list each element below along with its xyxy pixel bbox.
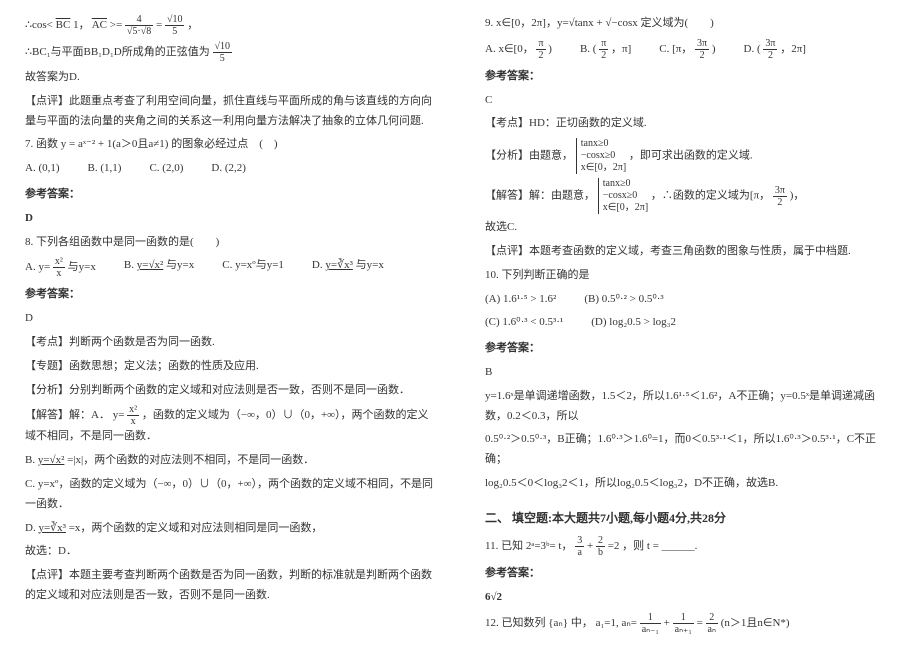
q8-jd-b: B. y=√x² =|x|，两个函数的对应法则不相同，不是同一函数． — [25, 451, 435, 471]
q8-zt: 【专题】函数思想；定义法；函数的性质及应用. — [25, 357, 435, 377]
q8-jd-end: 故选：D． — [25, 542, 435, 562]
q8-jd-d: D. y=∛x³ =x，两个函数的定义域和对应法则相同是同一函数， — [25, 519, 435, 539]
q9-jd-end: 故选C. — [485, 218, 895, 238]
ref-heading: 参考答案： — [25, 185, 435, 205]
q9-options: A. x∈[0， π2 ) B. ( π2 ，π] C. [π， 3π2 ) D… — [485, 38, 895, 61]
q8-dp: 【点评】本题主要考查判断两个函数是否为同一函数，判断的标准就是判断两个函数的定义… — [25, 566, 435, 606]
opt-a: A. (0,1) — [25, 159, 60, 179]
txt: = — [156, 19, 162, 31]
fraction: √10 5 — [213, 41, 233, 64]
q8-options: A. y= x² x 与y=x B. y=√x² 与y=x C. y=xº与y=… — [25, 256, 435, 279]
txt: 1， — [73, 19, 90, 31]
opt-c: (C) 1.6⁰·³ < 0.5³·¹ — [485, 313, 563, 333]
q7-answer: D — [25, 209, 435, 229]
txt: ∴BC₁与平面BB₁D₁D所成角的正弦值为 — [25, 46, 210, 58]
q11: 11. 已知 2ᵃ=3ᵇ= t， 3a + 2b =2 ，则 t = _____… — [485, 535, 895, 558]
ref-heading: 参考答案： — [485, 339, 895, 359]
system-brace: tanx≥0 −cosx≥0 x∈[0，2π] — [576, 138, 626, 174]
q10-sol3: log₂0.5＜0＜log₃2＜1，所以log₂0.5＜log₃2，D不正确，故… — [485, 474, 895, 494]
right-column: 9. x∈[0，2π]，y=√tanx + √−cosx 定义域为( ) A. … — [460, 10, 905, 641]
opt-b: B. (1,1) — [88, 159, 122, 179]
system-brace: tanx≥0 −cosx≥0 x∈[0，2π] — [598, 178, 648, 214]
txt: ∴cos< — [25, 19, 53, 31]
ref-heading: 参考答案： — [485, 67, 895, 87]
q7-options: A. (0,1) B. (1,1) C. (2,0) D. (2,2) — [25, 159, 435, 179]
answer-d: 故答案为D. — [25, 68, 435, 88]
opt-d: (D) log₂0.5 > log₃2 — [591, 313, 676, 333]
q9: 9. x∈[0，2π]，y=√tanx + √−cosx 定义域为( ) — [485, 14, 895, 34]
opt-c: C. [π， 3π2 ) — [659, 38, 715, 61]
q8-answer: D — [25, 309, 435, 329]
fraction: x² x — [127, 404, 139, 427]
q12: 12. 已知数列 {aₙ} 中， a₁=1, aₙ= 1aₙ₋₁ + 1aₙ₊₁… — [485, 612, 895, 635]
q10-sol1: y=1.6ˣ是单调递增函数，1.5＜2，所以1.6¹·⁵＜1.6²，A不正确；y… — [485, 387, 895, 427]
q9-kd: 【考点】HD：正切函数的定义域. — [485, 114, 895, 134]
ref-heading: 参考答案： — [25, 285, 435, 305]
q9-dp: 【点评】本题考查函数的定义域，考查三角函数的图象与性质，属于中档题. — [485, 242, 895, 262]
q10-answer: B — [485, 363, 895, 383]
opt-a: A. x∈[0， π2 ) — [485, 38, 552, 61]
q8-kd: 【考点】判断两个函数是否为同一函数. — [25, 333, 435, 353]
fraction: 4 √5·√8 — [125, 14, 153, 37]
opt-c: C. y=xº与y=1 — [222, 256, 284, 279]
q7: 7. 函数 y = aˣ⁻² + 1(a＞0且a≠1) 的图象必经过点 ( ) — [25, 135, 435, 155]
vec-bc: BC — [56, 19, 71, 31]
opt-a: A. y= x² x 与y=x — [25, 256, 96, 279]
opt-b: B. y=√x² 与y=x — [124, 256, 194, 279]
cos-line: ∴cos< BC 1， AC >= 4 √5·√8 = √10 5 ， — [25, 14, 435, 37]
comment: 【点评】此题重点考查了利用空间向量，抓住直线与平面所成的角与该直线的方向向量与平… — [25, 92, 435, 132]
q8: 8. 下列各组函数中是同一函数的是( ) — [25, 233, 435, 253]
opt-b: B. ( π2 ，π] — [580, 38, 631, 61]
q9-fx: 【分析】由题意， tanx≥0 −cosx≥0 x∈[0，2π] ，即可求出函数… — [485, 138, 895, 174]
q10: 10. 下列判断正确的是 — [485, 266, 895, 286]
sine-line: ∴BC₁与平面BB₁D₁D所成角的正弦值为 √10 5 — [25, 41, 435, 64]
left-column: ∴cos< BC 1， AC >= 4 √5·√8 = √10 5 ， ∴BC₁… — [15, 10, 460, 641]
q8-jd-c: C. y=xº，函数的定义域为（−∞，0）∪（0，+∞），两个函数的定义域不相同… — [25, 475, 435, 515]
opt-d: D. (2,2) — [211, 159, 246, 179]
q11-answer: 6√2 — [485, 588, 895, 608]
txt: >= — [110, 19, 122, 31]
opt-c: C. (2,0) — [149, 159, 183, 179]
q10-options-2: (C) 1.6⁰·³ < 0.5³·¹ (D) log₂0.5 > log₃2 — [485, 313, 895, 333]
opt-d: D. y=∛x³ 与y=x — [312, 256, 384, 279]
q10-options-1: (A) 1.6¹·⁵ > 1.6² (B) 0.5⁰·² > 0.5⁰·³ — [485, 290, 895, 310]
opt-d: D. ( 3π2 ，2π] — [744, 38, 806, 61]
opt-b: (B) 0.5⁰·² > 0.5⁰·³ — [584, 290, 663, 310]
ref-heading: 参考答案： — [485, 564, 895, 584]
txt: ， — [187, 19, 198, 31]
q8-jd-a: 【解答】解：A． y= x² x ，函数的定义域为（−∞，0）∪（0，+∞），两… — [25, 404, 435, 447]
section-2-heading: 二、 填空题:本大题共7小题,每小题4分,共28分 — [485, 508, 895, 530]
opt-a: (A) 1.6¹·⁵ > 1.6² — [485, 290, 556, 310]
fraction: √10 5 — [165, 14, 185, 37]
q8-fx: 【分析】分别判断两个函数的定义域和对应法则是否一致，否则不是同一函数． — [25, 381, 435, 401]
q9-answer: C — [485, 91, 895, 111]
q9-jd: 【解答】解：由题意， tanx≥0 −cosx≥0 x∈[0，2π] ，∴函数的… — [485, 178, 895, 214]
fraction: x² x — [53, 256, 65, 279]
q10-sol2: 0.5⁰·²＞0.5⁰·³，B正确；1.6⁰·³＞1.6⁰=1，而0＜0.5³·… — [485, 430, 895, 470]
vec-ac: AC — [92, 19, 107, 31]
page-container: ∴cos< BC 1， AC >= 4 √5·√8 = √10 5 ， ∴BC₁… — [0, 0, 920, 651]
